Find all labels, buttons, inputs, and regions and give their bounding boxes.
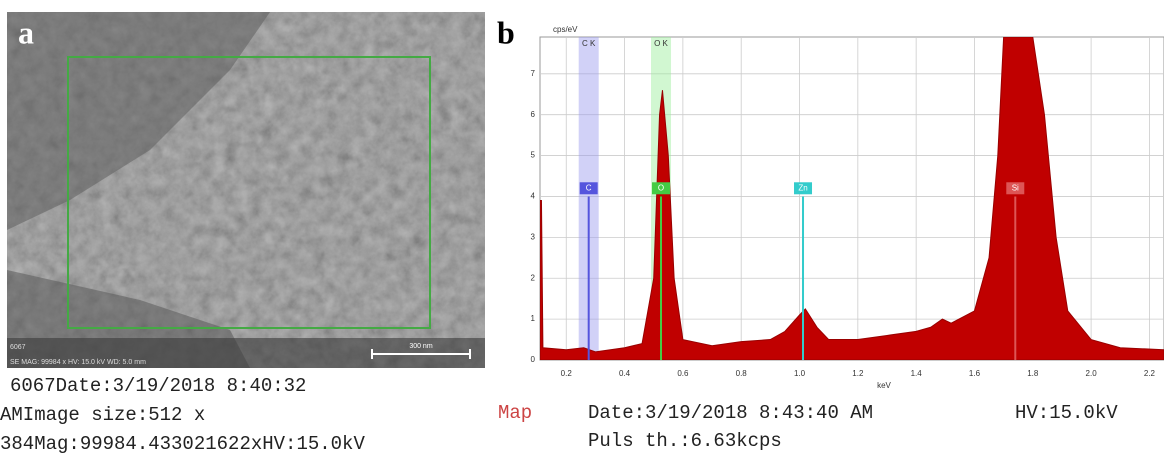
element-tag: O [658,183,664,192]
y-axis-label: cps/eV [553,25,578,34]
caption-puls: Puls th.:6.63kcps [588,430,782,452]
caption-date: Date:3/19/2018 8:43:40 AM [588,402,873,424]
element-tag-box [579,182,598,195]
spectrum-chart: 0 1 2 3 4 5 6 7 0.2 0.4 0.6 0.8 1.0 1.2 1.4 1.6 1.8 2.0 2.… [531,37,1164,378]
caption-line: 6067Date:3/19/2018 8:40:32 [10,375,306,397]
y-tick-label: 4 [531,192,536,201]
element-tag-box [652,182,671,195]
caption-hv: HV:15.0kV [1015,402,1118,424]
plot-clip [540,37,1164,360]
panel-label: b [497,14,515,50]
info-bar: SE MAG: 99984 x HV: 15.0 kV WD: 5.0 mm [10,359,146,366]
x-tick-label: 2.2 [1144,369,1156,378]
caption-line: 384Mag:99984.433021622xHV:15.0kV [0,433,365,454]
y-tick-label: 2 [531,273,536,282]
spectrum-area [540,37,1164,360]
x-tick-label: 0.4 [619,369,631,378]
y-tick-label: 0 [531,355,536,364]
element-tag-box [794,182,813,195]
x-tick-label: 1.4 [911,369,923,378]
y-tick-label: 6 [531,110,536,119]
image-id: 6067 [10,344,26,351]
sem-image [7,12,485,368]
x-tick-label: 0.2 [561,369,573,378]
element-tag-box [1006,182,1025,195]
x-axis-label: keV [877,381,891,390]
x-tick-label: 1.6 [969,369,981,378]
x-tick-label: 1.8 [1027,369,1039,378]
y-tick-label: 3 [531,232,536,241]
element-tag: Si [1012,183,1019,192]
element-tag: Zn [798,183,807,192]
plot-area [539,36,1164,361]
x-tick-label: 2.0 [1086,369,1098,378]
scale-bar-label: 300 nm [409,343,433,350]
element-tag: C [586,183,592,192]
y-tick-label: 5 [531,151,536,160]
y-tick-label: 7 [531,69,536,78]
caption-mode: Map [498,402,532,424]
x-tick-label: 0.8 [736,369,748,378]
panel-label: a [18,14,34,50]
band-label: O K [654,39,668,48]
y-tick-label: 1 [531,314,536,323]
x-tick-label: 1.2 [852,369,864,378]
x-tick-label: 0.6 [677,369,689,378]
band-label: C K [582,39,596,48]
x-tick-label: 1.0 [794,369,806,378]
caption-line: AMImage size:512 x [0,404,205,426]
